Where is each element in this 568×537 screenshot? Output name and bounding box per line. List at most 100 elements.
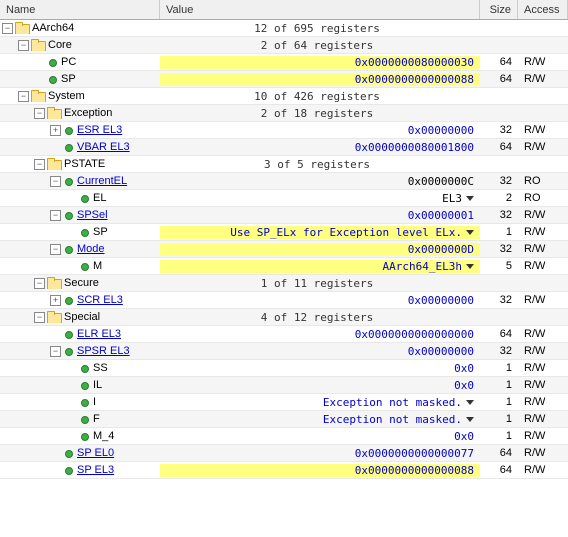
expand-icon[interactable]: + (50, 295, 61, 306)
collapse-icon[interactable]: − (34, 159, 45, 170)
chevron-down-icon[interactable] (466, 196, 474, 201)
name-cell: − SPSR EL3 (0, 345, 160, 357)
node-label[interactable]: CurrentEL (77, 175, 127, 187)
access-cell: R/W (518, 124, 568, 136)
value-cell[interactable]: Use SP_ELx for Exception level ELx. (160, 226, 480, 239)
tree-row-spsel-sp[interactable]: SPUse SP_ELx for Exception level ELx.1R/… (0, 224, 568, 241)
size-cell: 64 (480, 141, 518, 153)
value-cell: 0x0 (160, 362, 480, 375)
node-label: Special (64, 311, 100, 323)
size-cell: 32 (480, 243, 518, 255)
collapse-icon[interactable]: − (50, 346, 61, 357)
register-icon (79, 193, 89, 203)
value-cell: 0x00000000 (160, 294, 480, 307)
node-label: Core (48, 39, 72, 51)
value-text: 0x00000000 (408, 294, 474, 307)
size-cell: 32 (480, 175, 518, 187)
tree-row-core[interactable]: −Core2 of 64 registers (0, 37, 568, 54)
size-cell: 1 (480, 413, 518, 425)
tree-row-system[interactable]: −System10 of 426 registers (0, 88, 568, 105)
access-cell: R/W (518, 362, 568, 374)
collapse-icon[interactable]: − (2, 23, 13, 34)
value-cell[interactable]: EL3 (160, 192, 480, 205)
value-text: 1 of 11 registers (261, 277, 374, 290)
size-cell: 2 (480, 192, 518, 204)
collapse-icon[interactable]: − (34, 312, 45, 323)
node-label[interactable]: VBAR EL3 (77, 141, 130, 153)
size-cell: 1 (480, 226, 518, 238)
value-cell[interactable]: Exception not masked. (160, 396, 480, 409)
tree-row-aarch64[interactable]: −AArch6412 of 695 registers (0, 20, 568, 37)
value-text: 4 of 12 registers (261, 311, 374, 324)
header-name[interactable]: Name (0, 0, 160, 19)
collapse-icon[interactable]: − (50, 176, 61, 187)
tree-row-sp-el3[interactable]: SP EL30x000000000000008864R/W (0, 462, 568, 479)
collapse-icon[interactable]: − (50, 210, 61, 221)
tree-row-il[interactable]: IL0x01R/W (0, 377, 568, 394)
node-label[interactable]: SP EL0 (77, 447, 114, 459)
collapse-icon[interactable]: − (18, 91, 29, 102)
node-label[interactable]: ELR EL3 (77, 328, 121, 340)
value-cell: 10 of 426 registers (160, 90, 480, 103)
chevron-down-icon[interactable] (466, 264, 474, 269)
tree-row-sp[interactable]: SP0x000000000000008864R/W (0, 71, 568, 88)
header-value[interactable]: Value (160, 0, 480, 19)
node-label: PSTATE (64, 158, 105, 170)
collapse-icon[interactable]: − (34, 278, 45, 289)
tree-row-special[interactable]: − Special 4 of 12 registers (0, 309, 568, 326)
tree-row-i[interactable]: IException not masked.1R/W (0, 394, 568, 411)
node-label: Exception (64, 107, 112, 119)
node-label[interactable]: Mode (77, 243, 105, 255)
node-label[interactable]: SP EL3 (77, 464, 114, 476)
header-access[interactable]: Access (518, 0, 568, 19)
register-icon (47, 74, 57, 84)
node-label[interactable]: SPSR EL3 (77, 345, 130, 357)
tree-row-spsel[interactable]: −SPSel0x0000000132R/W (0, 207, 568, 224)
chevron-down-icon[interactable] (466, 417, 474, 422)
node-label[interactable]: SPSel (77, 209, 108, 221)
node-label[interactable]: ESR EL3 (77, 124, 122, 136)
value-text: 0x0000000D (408, 243, 474, 256)
tree-row-sp-el0[interactable]: SP EL00x000000000000007764R/W (0, 445, 568, 462)
tree-row-pc[interactable]: PC0x000000008000003064R/W (0, 54, 568, 71)
node-label: SP (61, 73, 76, 85)
access-cell: R/W (518, 243, 568, 255)
register-icon (79, 380, 89, 390)
collapse-icon[interactable]: − (50, 244, 61, 255)
collapse-icon[interactable]: − (34, 108, 45, 119)
tree-row-scr-el3[interactable]: +SCR EL30x0000000032R/W (0, 292, 568, 309)
tree-row-mode[interactable]: − Mode 0x0000000D 32R/W (0, 241, 568, 258)
tree-row-elr-el3[interactable]: ELR EL30x000000000000000064R/W (0, 326, 568, 343)
register-icon (63, 465, 73, 475)
register-icon (79, 431, 89, 441)
tree-row-ss[interactable]: SS0x01R/W (0, 360, 568, 377)
expand-icon[interactable]: + (50, 125, 61, 136)
header-size[interactable]: Size (480, 0, 518, 19)
access-cell: RO (518, 192, 568, 204)
tree-row-spsr-el3[interactable]: −SPSR EL30x0000000032R/W (0, 343, 568, 360)
collapse-icon[interactable]: − (18, 40, 29, 51)
tree-row-el[interactable]: ELEL32RO (0, 190, 568, 207)
tree-row-exception[interactable]: −Exception2 of 18 registers (0, 105, 568, 122)
size-cell: 1 (480, 430, 518, 442)
tree-row-m4[interactable]: M_40x01R/W (0, 428, 568, 445)
value-cell: 0x0000000080001800 (160, 141, 480, 154)
node-label[interactable]: SCR EL3 (77, 294, 123, 306)
tree-row-currentel[interactable]: −CurrentEL0x0000000C32RO (0, 173, 568, 190)
register-icon (79, 227, 89, 237)
tree-row-f[interactable]: FException not masked.1R/W (0, 411, 568, 428)
tree-row-pstate[interactable]: −PSTATE3 of 5 registers (0, 156, 568, 173)
chevron-down-icon[interactable] (466, 230, 474, 235)
name-cell: − PSTATE (0, 158, 160, 170)
value-cell: 1 of 11 registers (160, 277, 480, 290)
value-text: Exception not masked. (323, 396, 462, 409)
folder-icon (47, 277, 61, 289)
tree-row-mode-m[interactable]: MAArch64_EL3h5R/W (0, 258, 568, 275)
chevron-down-icon[interactable] (466, 400, 474, 405)
value-cell[interactable]: Exception not masked. (160, 413, 480, 426)
value-cell[interactable]: AArch64_EL3h (160, 260, 480, 273)
tree-row-secure[interactable]: −Secure1 of 11 registers (0, 275, 568, 292)
tree-row-vbar-el3[interactable]: VBAR EL30x000000008000180064R/W (0, 139, 568, 156)
tree-row-esr-el3[interactable]: +ESR EL30x0000000032R/W (0, 122, 568, 139)
value-cell: 0x00000000 (160, 345, 480, 358)
